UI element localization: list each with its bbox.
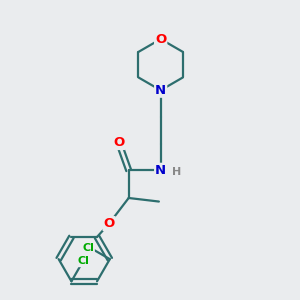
Text: Cl: Cl: [77, 256, 89, 266]
Text: H: H: [172, 167, 181, 177]
Text: O: O: [113, 136, 124, 149]
Text: O: O: [155, 33, 166, 46]
Text: N: N: [155, 164, 166, 177]
Text: O: O: [103, 217, 115, 230]
Text: N: N: [155, 84, 166, 97]
Text: Cl: Cl: [82, 243, 94, 253]
